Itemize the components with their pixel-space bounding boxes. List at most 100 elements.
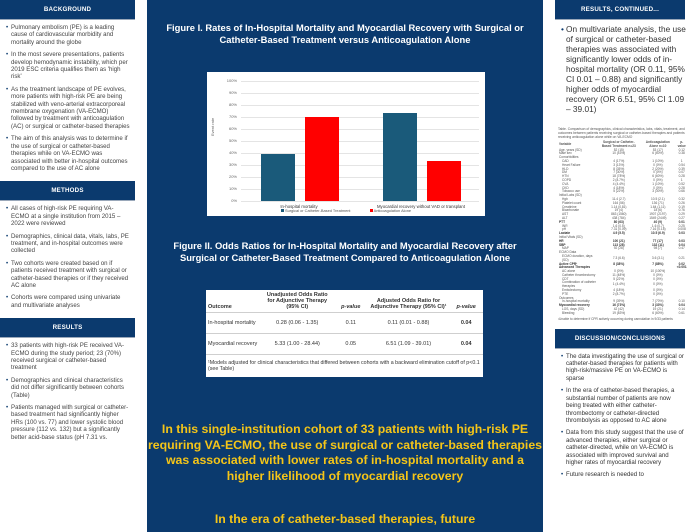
table-row: PTE 2 (8.7%) 0 (0%)	[562, 291, 663, 296]
y-tick-label: 100%	[226, 78, 237, 83]
figure1-title: Figure I. Rates of In-Hospital Mortality…	[166, 22, 524, 45]
background-bullet: As the treatment landscape of PE evolves…	[6, 86, 131, 130]
methods-list: All cases of high-risk PE requiring VA-E…	[0, 201, 135, 318]
background-bullet: In the most severe presentations, patien…	[6, 51, 131, 81]
table-row: Active CPR¹ 8 (38%) 7 (88%) 0.02	[559, 261, 685, 266]
table-row: HTN 18 (78%) 6 (60%) 0.28	[562, 174, 685, 179]
table-row: MAP 92 (28) 98 (7) 0.47	[562, 246, 685, 251]
results-continued-list: On multivariate analysis, the use of sur…	[555, 20, 691, 123]
y-tick-label: 90%	[228, 90, 237, 95]
conclusion-main: In this single-institution cohort of 33 …	[147, 422, 543, 483]
y-tick-label: 70%	[228, 114, 237, 119]
characteristics-table-body: Age, years (SD) 52 (15) 53 (17) 0.12 Male se…	[558, 147, 688, 316]
table-row: Advanced Therapies <0.001	[559, 265, 687, 270]
background-bullet: The aim of this analysis was to determin…	[6, 135, 131, 172]
table-row: Heart Failure 3 (13%) 0 (0%) 0.54	[562, 162, 685, 167]
methods-heading: METHODS	[0, 181, 135, 202]
gridline	[241, 201, 479, 202]
chart-x-category: In-hospital mortality	[280, 204, 318, 209]
figure2-title: Figure II. Odds Ratios for In-Hospital M…	[173, 240, 517, 263]
results-heading: RESULTS	[0, 318, 135, 339]
table-row: CDT 5 (22%) 0 (0%)	[562, 276, 663, 281]
discussion-list: The data investigating the use of surgic…	[555, 349, 691, 488]
gridline	[241, 81, 479, 82]
results-bullet: Demographics and clinical characteristic…	[6, 377, 131, 399]
background-bullet: Pulmonary embolism (PE) is a leading cau…	[6, 24, 131, 46]
table-row: Myocardial recovery 5.33 (1.00 - 28.44) …	[206, 333, 483, 355]
results-continued-heading: RESULTS, CONTINUED...	[555, 0, 685, 20]
y-tick-label: 30%	[228, 162, 237, 167]
methods-bullet: Two cohorts were created based on if pat…	[6, 260, 131, 290]
center-panel: Figure I. Rates of In-Hospital Mortality…	[147, 0, 543, 532]
results-bullet: 33 patients with high-risk PE received V…	[6, 342, 131, 372]
figure1-bar-chart: Event rate 100% 90% 80% 70% 60% 50% 40% 30% 20% 1…	[207, 72, 485, 216]
table-row: Creatinine 1.14 (0.81) 1.64 (1.11) 0.19	[562, 204, 685, 209]
chart-y-axis-label: Event rate	[210, 117, 215, 136]
odds-ratio-table: Outcome Unadjusted Odds Ratio for Adjunc…	[206, 290, 483, 377]
y-tick-label: 80%	[228, 102, 237, 107]
table-row: PTT 80 (63) 40 (9) 0.01	[559, 219, 685, 224]
legend-item: Anticoagulation Alone	[369, 208, 411, 213]
table-row: HLD 8 (35%) 2 (20%) 0.39	[562, 166, 685, 171]
table-row: Myocardial recovery 16 (73%) 3 (33%) 0.04	[559, 303, 685, 308]
gridline	[241, 165, 479, 166]
table-footnote: ¹Unable to determine if CPR actively occ…	[558, 316, 673, 321]
gridline	[241, 129, 479, 130]
gridline	[241, 105, 479, 106]
table-row: Comorbidities	[559, 155, 579, 160]
gridline	[241, 141, 479, 142]
chart-x-category: Myocardial recovery without VAD or trans…	[376, 204, 466, 209]
table-row: In-hospital mortality 0.28 (0.06 - 1.35)…	[206, 312, 483, 334]
table-row: LOS, days (SD) 42 (42) 19 (21) 0.14	[562, 307, 685, 312]
table-row: pH 7.31 (0.09) 7.16 (0.18) 0.008	[562, 227, 686, 232]
table-row: Outcomes	[559, 295, 574, 300]
conclusion-secondary: In the era of catheter-based therapies, …	[214, 512, 476, 526]
table-footnote-row: ¹Models adjusted for clinical characteri…	[206, 355, 483, 378]
y-tick-label: 40%	[228, 150, 237, 155]
table-row: Hgb 11.4 (2.7) 10.5 (2.1) 0.32	[562, 196, 685, 201]
left-column: BACKGROUND Pulmonary embolism (PE) is a …	[0, 0, 135, 450]
discussion-heading: DISCUSSION/CONCLUSIONS	[555, 328, 685, 349]
table-row: CVA 4 (4.4%) 1 (10%) 0.52	[562, 181, 685, 186]
characteristics-table: Table. Comparison of demographics, clini…	[558, 127, 688, 321]
bar	[427, 161, 461, 201]
methods-bullet: Cohorts were compared using univariate a…	[6, 294, 131, 309]
col-header: p-value	[449, 290, 483, 313]
table-row: HR 100 (21) 77 (17) 0.03	[559, 238, 685, 243]
table-row: Tobacco use 5 (22%) 3 (30%) 0.66	[562, 189, 685, 194]
table-row: Age, years (SD) 52 (15) 53 (17) 0.12	[559, 147, 685, 152]
table-row: Combination of catheter therapies 1 (4.4%…	[562, 280, 663, 289]
y-tick-label: 50%	[228, 138, 237, 143]
legend-item: Surgical or Catheter-Based Treatment	[280, 208, 351, 213]
table-row: Embolectomy 4 (18%) 0 (0%)	[562, 288, 663, 293]
y-tick-label: 20%	[228, 174, 237, 179]
bar	[261, 154, 295, 201]
discussion-bullet: The data investigating the use of surgic…	[561, 353, 687, 383]
table-row: ECMO duration, days (SD) 7.3 (6.6) 3.6 (3.…	[562, 253, 685, 262]
col-header: Outcome	[206, 290, 261, 313]
background-list: Pulmonary embolism (PE) is a leading cau…	[0, 20, 135, 181]
y-tick-label: 10%	[228, 186, 237, 191]
table-row: ALT 438 (784) 1549 (2449) 0.27	[562, 215, 685, 220]
results-continued-bullet: On multivariate analysis, the use of sur…	[561, 24, 687, 114]
table-row: COPD 2 (8.7%) 0 (0%) 1	[562, 177, 683, 182]
table-row: CAD 4 (17%) 1 (10%) 1	[562, 158, 683, 163]
results-bullet: Patients managed with surgical or cathet…	[6, 404, 131, 441]
y-tick-label: 60%	[228, 126, 237, 131]
bar	[383, 113, 417, 201]
gridline	[241, 93, 479, 94]
table-row: CKD 4 (18%) 0 (0%) 0.28	[562, 185, 685, 190]
methods-bullet: Demographics, clinical data, vitals, lab…	[6, 233, 131, 255]
table-footnote: ¹Models adjusted for clinical characteri…	[208, 360, 480, 372]
table-row: DM 7 (30%) 0 (0%) 0.07	[562, 170, 685, 175]
col-header: Unadjusted Odds Ratio for Adjunctive The…	[260, 290, 334, 313]
table-caption: Table. Comparison of demographics, clini…	[558, 127, 685, 139]
discussion-bullet: Future research is needed to	[561, 471, 687, 479]
discussion-bullet: In the era of catheter-based therapies, …	[561, 387, 687, 424]
table-row: Initial Labs (SD)	[559, 193, 582, 198]
gridline	[241, 117, 479, 118]
table-row: Catheter thrombectomy 11 (48%) 0 (0%)	[562, 272, 663, 277]
background-heading: BACKGROUND	[0, 0, 135, 20]
right-column: RESULTS, CONTINUED... On multivariate an…	[555, 0, 691, 488]
table-row: Platelet count 164 (56) 136 (71) 0.26	[562, 200, 685, 205]
